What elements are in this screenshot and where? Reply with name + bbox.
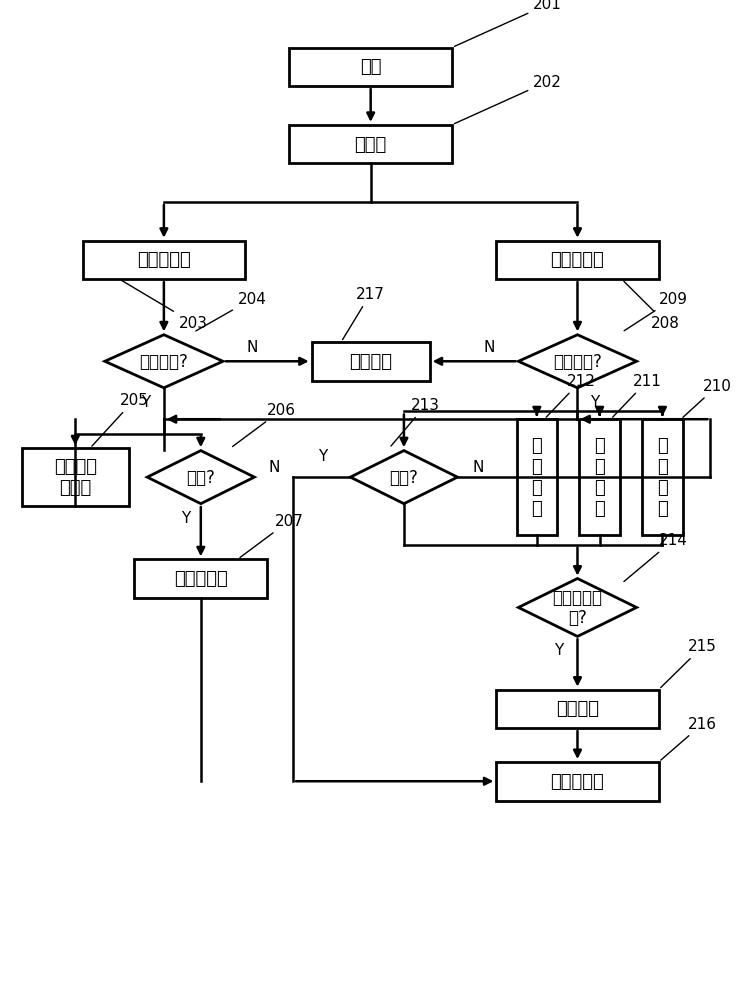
Text: N: N: [269, 461, 280, 476]
Text: N: N: [472, 461, 483, 476]
Text: 212: 212: [546, 374, 595, 418]
FancyBboxPatch shape: [579, 420, 619, 535]
Text: 收到报警信
息?: 收到报警信 息?: [552, 588, 602, 627]
Text: Y: Y: [554, 643, 563, 658]
Text: N: N: [483, 339, 494, 354]
FancyBboxPatch shape: [82, 241, 245, 280]
Polygon shape: [518, 335, 636, 388]
FancyBboxPatch shape: [496, 690, 658, 728]
Text: N: N: [247, 339, 258, 354]
Text: Y: Y: [589, 395, 599, 410]
Text: 连接发送机: 连接发送机: [551, 252, 604, 270]
Polygon shape: [104, 335, 223, 388]
Text: 205: 205: [92, 393, 148, 447]
Polygon shape: [518, 579, 636, 637]
FancyBboxPatch shape: [496, 762, 658, 801]
Text: 初始化: 初始化: [354, 135, 387, 153]
Text: 断开?: 断开?: [389, 469, 418, 487]
Text: 208: 208: [623, 282, 679, 330]
Text: Y: Y: [182, 510, 190, 525]
Text: 201: 201: [454, 0, 562, 47]
Text: 断开控制器: 断开控制器: [174, 570, 227, 588]
Text: 连接控制器: 连接控制器: [137, 252, 190, 270]
Text: 203: 203: [122, 281, 207, 330]
FancyBboxPatch shape: [496, 241, 658, 280]
Text: 210: 210: [682, 378, 731, 418]
FancyBboxPatch shape: [289, 48, 451, 87]
Text: 断开?: 断开?: [186, 469, 215, 487]
Text: 失败处理: 失败处理: [349, 352, 392, 370]
Text: 开始: 开始: [359, 59, 381, 77]
FancyBboxPatch shape: [289, 125, 451, 164]
FancyBboxPatch shape: [516, 420, 556, 535]
Text: 215: 215: [660, 639, 717, 688]
FancyBboxPatch shape: [134, 559, 267, 598]
Text: 报警提示: 报警提示: [556, 699, 599, 718]
Text: 修改控制
器参数: 修改控制 器参数: [53, 458, 96, 497]
Text: 207: 207: [240, 513, 303, 558]
Text: 204: 204: [196, 292, 267, 331]
Text: 供
电
控
制: 供 电 控 制: [531, 437, 542, 517]
Text: 定
时
设
置: 定 时 设 置: [657, 437, 668, 517]
Text: Y: Y: [141, 395, 150, 410]
Polygon shape: [147, 451, 254, 503]
Text: 连接成功?: 连接成功?: [139, 352, 188, 370]
Text: 211: 211: [612, 374, 661, 418]
Text: 213: 213: [391, 398, 440, 447]
Text: 214: 214: [623, 533, 687, 582]
Text: 状
态
监
测: 状 态 监 测: [594, 437, 605, 517]
Text: 连接成功?: 连接成功?: [553, 352, 602, 370]
Text: 209: 209: [624, 292, 687, 331]
FancyBboxPatch shape: [311, 342, 430, 381]
FancyBboxPatch shape: [642, 420, 682, 535]
Text: 断开发送机: 断开发送机: [551, 772, 604, 790]
Text: 202: 202: [454, 75, 562, 124]
Text: 206: 206: [233, 403, 296, 447]
Polygon shape: [350, 451, 457, 503]
Text: 216: 216: [660, 716, 717, 760]
Text: Y: Y: [318, 449, 327, 464]
Text: 217: 217: [342, 287, 385, 340]
FancyBboxPatch shape: [21, 449, 129, 506]
